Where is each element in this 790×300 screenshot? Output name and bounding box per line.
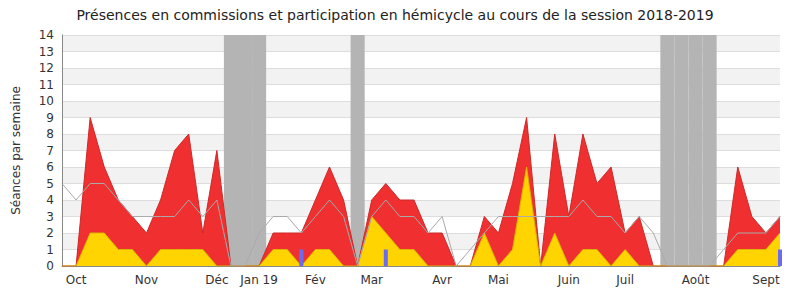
svg-text:6: 6 bbox=[46, 160, 54, 174]
svg-text:1: 1 bbox=[46, 243, 54, 257]
svg-text:Sept: Sept bbox=[752, 273, 780, 287]
svg-text:8: 8 bbox=[46, 127, 54, 141]
svg-text:13: 13 bbox=[39, 45, 54, 59]
svg-text:2: 2 bbox=[46, 226, 54, 240]
svg-text:5: 5 bbox=[46, 177, 54, 191]
svg-text:11: 11 bbox=[39, 78, 54, 92]
svg-text:14: 14 bbox=[39, 28, 54, 42]
svg-text:Présences en commissions et pa: Présences en commissions et participatio… bbox=[76, 7, 713, 23]
svg-text:7: 7 bbox=[46, 144, 54, 158]
svg-text:12: 12 bbox=[39, 61, 54, 75]
svg-text:Août: Août bbox=[682, 273, 710, 287]
svg-text:Juil: Juil bbox=[615, 273, 634, 287]
svg-text:10: 10 bbox=[39, 94, 54, 108]
svg-text:Déc: Déc bbox=[205, 273, 228, 287]
svg-text:Nov: Nov bbox=[135, 273, 158, 287]
svg-text:3: 3 bbox=[46, 210, 54, 224]
svg-text:4: 4 bbox=[46, 193, 54, 207]
svg-text:9: 9 bbox=[46, 111, 54, 125]
svg-text:Mar: Mar bbox=[360, 273, 383, 287]
svg-text:Séances par semaine: Séances par semaine bbox=[9, 86, 23, 215]
svg-text:Jan 19: Jan 19 bbox=[239, 273, 278, 287]
svg-text:Fév: Fév bbox=[305, 273, 326, 287]
svg-text:Avr: Avr bbox=[432, 273, 452, 287]
svg-text:Juin: Juin bbox=[557, 273, 580, 287]
svg-text:Oct: Oct bbox=[66, 273, 87, 287]
svg-text:Mai: Mai bbox=[488, 273, 509, 287]
svg-text:0: 0 bbox=[46, 259, 54, 273]
